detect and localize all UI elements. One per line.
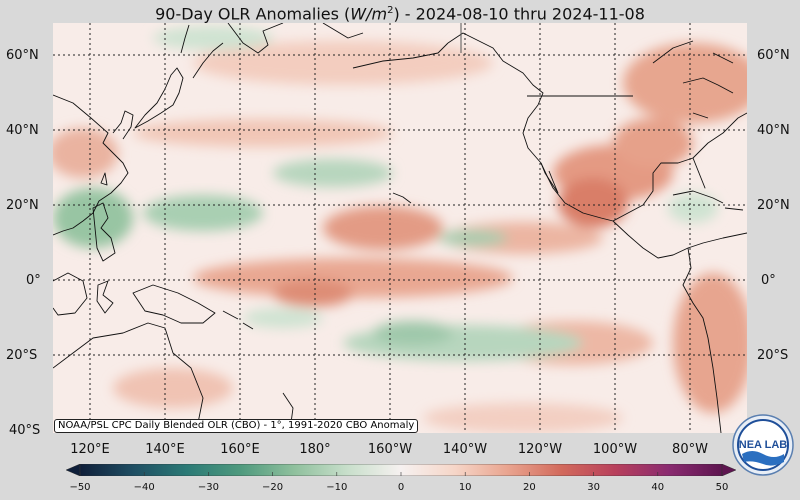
coast-korea [112,110,134,140]
lat-label-left: 20°S [6,348,38,363]
colorbar-tick-label: 50 [715,482,729,493]
positive-anomaly [193,41,493,85]
lon-label: 160°W [367,442,413,457]
coast-aleutians [322,23,449,69]
lon-label: 100°W [592,442,638,457]
lon-label: 140°W [442,442,488,457]
map-title: 90-Day OLR Anomalies (W/m2) - 2024-08-10… [155,4,645,24]
colorbar-tick-label: 20 [523,482,536,493]
coast-hawaii [392,192,412,204]
coast-solomons [222,310,254,330]
lon-label: 80°W [672,442,708,457]
coast-hudson [652,40,734,64]
lat-label-left: 40°N [6,123,39,138]
positive-anomaly [443,222,603,254]
olr-anomaly-map [53,23,747,433]
colorbar-min-arrow [66,464,81,476]
coast-florida [692,157,706,189]
negative-anomaly [143,195,263,231]
lon-label: 180° [299,442,331,457]
noaa-psl-logo: NEA LAB [732,414,794,476]
negative-anomaly [373,321,453,345]
coast-japan [134,67,184,129]
data-source-credit: NOAA/PSL CPC Daily Blended OLR (CBO) - 1… [54,419,419,433]
colorbar-tick-label: −40 [133,482,155,493]
lat-label-right: 60°N [757,48,790,63]
lat-label-left: 0° [26,273,41,288]
anomaly-field [53,26,747,433]
colorbar-tick-label: −50 [69,482,91,493]
positive-anomaly [323,206,443,250]
lat-label-left: 60°N [6,48,39,63]
positive-anomaly [133,119,393,147]
lat-label-left: 40°S [9,423,41,438]
lon-label: 140°E [145,442,185,457]
negative-anomaly [53,188,133,248]
positive-anomaly [193,258,513,298]
coast-taiwan [100,172,108,186]
coastlines [53,23,747,433]
colorbar-max-arrow [721,464,736,476]
coast-philippines [92,202,116,262]
colorbar-tick-label: 10 [458,482,472,493]
lon-label: 120°W [517,442,563,457]
colorbar [66,464,736,476]
lat-label-right: 40°N [757,123,790,138]
coast-gulf-of-mexico [612,112,747,222]
coast-baja [540,162,559,194]
positive-anomaly [623,43,747,123]
colorbar-tick-label: −10 [326,482,348,493]
negative-anomaly [243,308,323,328]
coast-sakhalin [180,24,224,79]
lon-label: 160°E [220,442,260,457]
negative-anomaly [273,159,393,187]
coast-east-asia [53,94,129,236]
coast-great-lakes [682,77,734,119]
colorbar-tick-lines [79,472,723,476]
colorbar-tick-label: 40 [651,482,665,493]
negative-anomaly [438,230,508,246]
lat-label-right: 20°S [757,348,789,363]
logo-text: NEA LAB [739,439,788,451]
coast-borneo [53,272,88,316]
lat-label-right: 20°N [757,198,790,213]
positive-anomaly [53,128,118,178]
coast-south-america [682,247,722,433]
positive-anomaly [273,279,353,307]
coast-central-america [612,220,747,259]
positive-anomaly [558,178,628,228]
coast-sulawesi [96,280,114,314]
positive-anomaly [423,403,623,433]
positive-anomaly [673,273,747,413]
graticule [53,23,747,433]
lon-label: 120°E [70,442,110,457]
negative-anomaly [153,26,273,50]
colorbar-tick-label: −30 [197,482,219,493]
positive-anomaly [113,368,233,408]
lat-label-left: 20°N [6,198,39,213]
lat-label-right: 0° [761,273,776,288]
colorbar-tick-label: −20 [262,482,284,493]
positive-anomaly [613,118,693,168]
colorbar-tick-label: 30 [587,482,600,493]
coast-cuba [672,190,744,211]
negative-anomaly [668,193,718,223]
colorbar-tick-label: 0 [397,482,405,493]
